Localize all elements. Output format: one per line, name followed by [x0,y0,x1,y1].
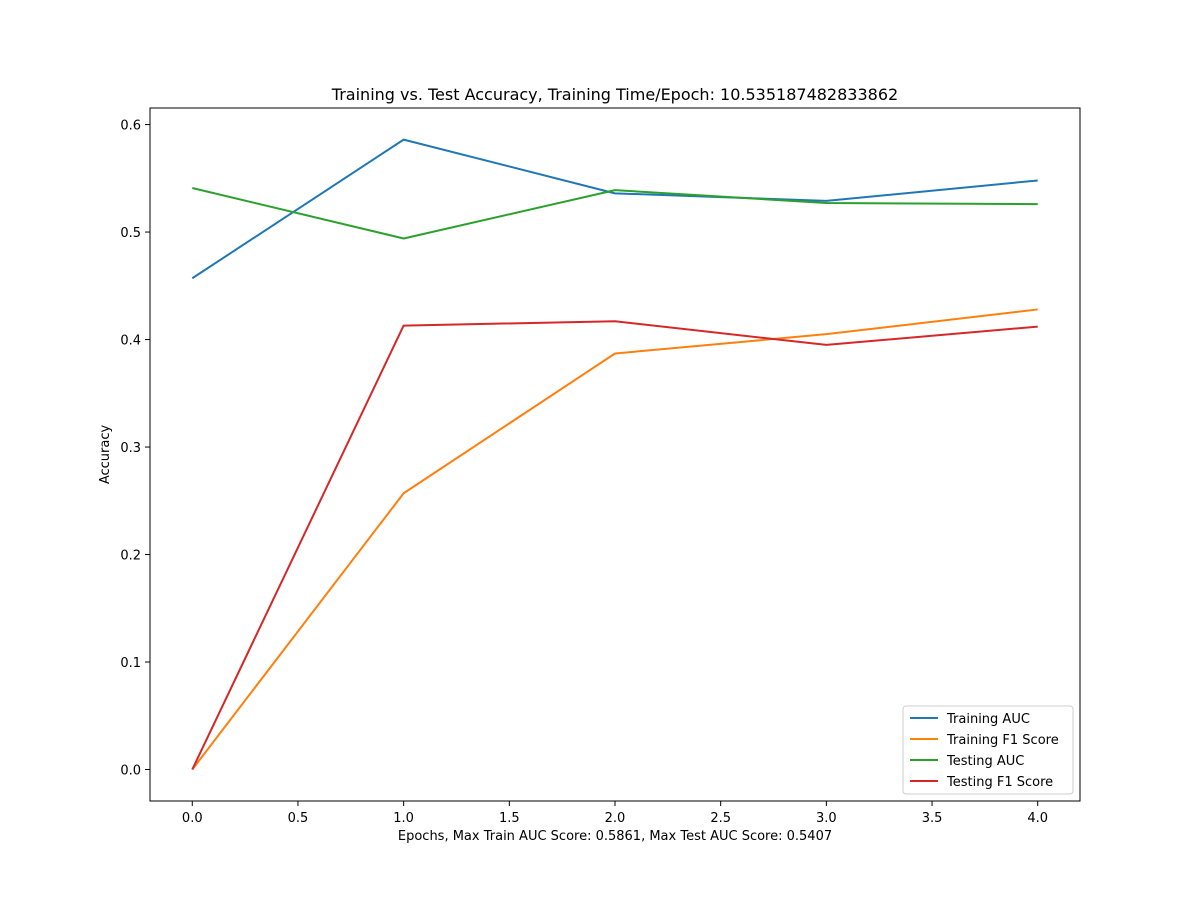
legend-entry-label: Training AUC [946,712,1030,727]
ticks-layer: 0.0 0.5 1.0 1.5 2.0 2.5 3.0 3.5 4.0 0.0 0.1 0.2 0.3 0… [120,119,1048,826]
legend-box [902,705,1074,795]
series-line-1 [191,308,1038,771]
y-tick-label: 0.0 [120,764,141,779]
x-tick-label: 0.0 [182,811,203,826]
x-tick-label: 2.0 [605,811,626,826]
x-tick-label: 0.5 [288,811,309,826]
y-tick-label: 0.5 [120,226,141,241]
y-tick-label: 0.1 [120,656,141,671]
x-tick-label: 3.0 [816,811,837,826]
y-tick-label: 0.4 [120,334,141,349]
legend: Training AUC Training F1 Score Testing AUC… [902,705,1074,795]
plot-area-frame [149,107,1081,802]
y-tick-label: 0.6 [120,119,141,134]
y-axis-label: Accuracy [98,425,113,485]
y-tick-label: 0.2 [120,549,141,564]
y-tick-label: 0.3 [120,441,141,456]
series-line-3 [191,320,1038,770]
legend-entry-label: Training F1 Score [946,733,1059,748]
series-line-0 [191,138,1038,280]
legend-entry-label: Testing AUC [946,754,1024,769]
x-tick-label: 4.0 [1027,811,1048,826]
series-line-2 [192,187,1038,240]
chart-title: Training vs. Test Accuracy, Training Tim… [331,85,898,104]
x-axis-label: Epochs, Max Train AUC Score: 0.5861, Max… [398,829,832,844]
x-tick-label: 3.5 [922,811,943,826]
x-tick-label: 1.0 [393,811,414,826]
series-layer [191,138,1038,771]
x-tick-label: 2.5 [710,811,731,826]
legend-entry-label: Testing F1 Score [946,775,1053,790]
x-tick-label: 1.5 [499,811,520,826]
